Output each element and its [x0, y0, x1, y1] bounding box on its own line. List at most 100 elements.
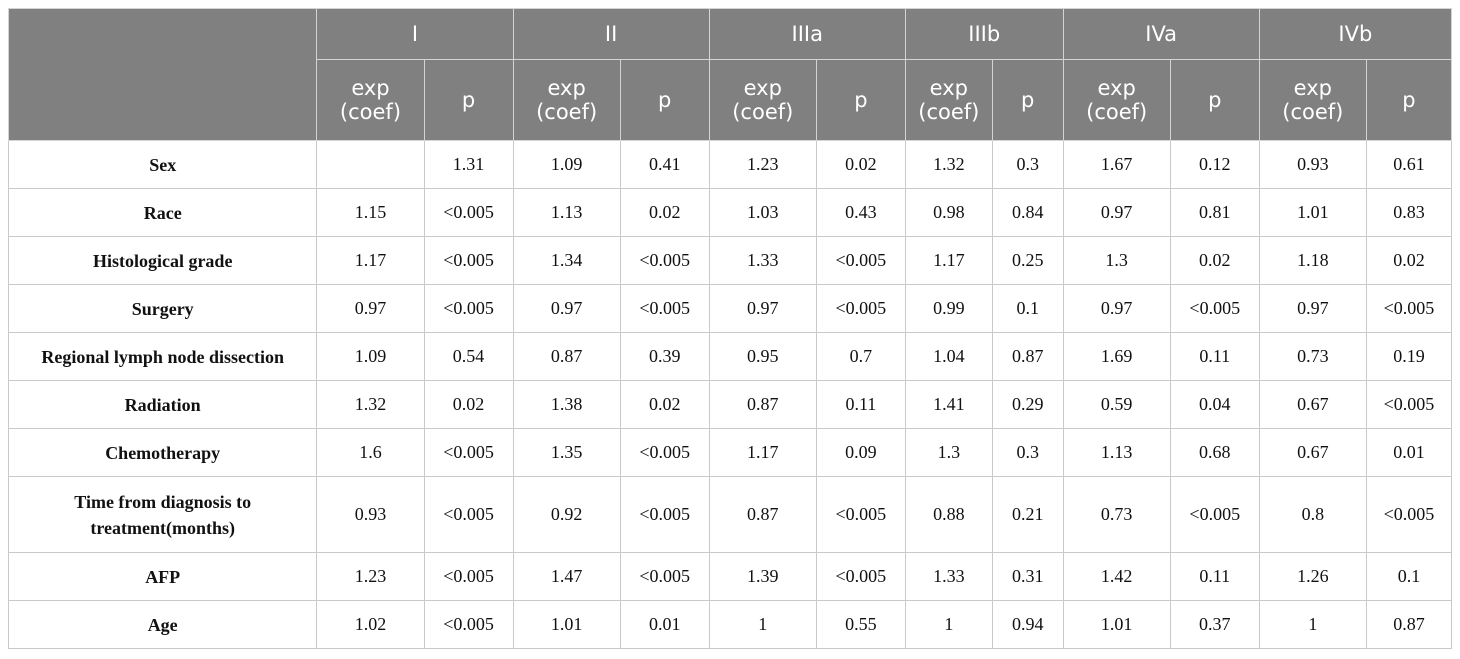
stage-header-row: I II IIIa IIIb IVa IVb — [7, 8, 1453, 141]
row-label: Radiation — [7, 380, 318, 429]
table-row: Regional lymph node dissection 1.09 0.54… — [7, 332, 1453, 381]
coef-label: (coef) — [536, 100, 598, 124]
table-cell: 0.3 — [991, 140, 1064, 189]
table-row: Sex 1.31 1.09 0.41 1.23 0.02 1.32 0.3 1.… — [7, 140, 1453, 189]
row-label: Race — [7, 188, 318, 237]
table-cell: 0.25 — [991, 236, 1064, 285]
table-cell: 0.87 — [512, 332, 621, 381]
table-row: Time from diagnosis to treatment(months) … — [7, 476, 1453, 553]
table-cell: 1.01 — [1062, 600, 1171, 649]
stage-header: I — [316, 8, 514, 60]
table-cell: 0.59 — [1062, 380, 1171, 429]
table-cell: 0.98 — [904, 188, 993, 237]
corner-cell — [7, 8, 318, 141]
table-cell: <0.005 — [1169, 284, 1260, 333]
table-cell — [316, 140, 425, 189]
table-cell: 0.92 — [512, 476, 621, 553]
row-label: Time from diagnosis to treatment(months) — [7, 476, 318, 553]
table-cell: <0.005 — [619, 476, 710, 553]
table-cell: 1.18 — [1258, 236, 1367, 285]
p-header: p — [1169, 59, 1260, 141]
row-label-line: Time from diagnosis to — [74, 491, 252, 512]
exp-label: exp — [929, 76, 968, 100]
table-cell: 0.01 — [1365, 428, 1453, 477]
table-cell: 0.1 — [1365, 552, 1453, 601]
exp-label: exp — [351, 76, 390, 100]
table-row: Radiation 1.32 0.02 1.38 0.02 0.87 0.11 … — [7, 380, 1453, 429]
row-label: Chemotherapy — [7, 428, 318, 477]
table-cell: 1 — [708, 600, 817, 649]
exp-label: exp — [1097, 76, 1136, 100]
table-cell: 0.37 — [1169, 600, 1260, 649]
table-cell: <0.005 — [423, 284, 514, 333]
table-cell: 1.33 — [904, 552, 993, 601]
table-cell: 1.6 — [316, 428, 425, 477]
table-cell: <0.005 — [619, 236, 710, 285]
table-cell: 0.94 — [991, 600, 1064, 649]
table-cell: 1.47 — [512, 552, 621, 601]
coef-label: (coef) — [732, 100, 794, 124]
table-cell: 0.83 — [1365, 188, 1453, 237]
table-cell: <0.005 — [1365, 380, 1453, 429]
table-cell: <0.005 — [423, 236, 514, 285]
table-cell: 0.73 — [1062, 476, 1171, 553]
coef-label: (coef) — [339, 100, 402, 124]
table-cell: 0.21 — [991, 476, 1064, 553]
table-cell: 0.11 — [1169, 332, 1260, 381]
cox-regression-table: I II IIIa IIIb IVa IVb exp (coef) p exp (c… — [7, 8, 1453, 649]
table-cell: 1.01 — [512, 600, 621, 649]
table-cell: <0.005 — [423, 476, 514, 553]
table-cell: 1.26 — [1258, 552, 1367, 601]
table-cell: 1 — [904, 600, 993, 649]
table-cell: 1.33 — [708, 236, 817, 285]
coef-label: (coef) — [918, 100, 980, 124]
exp-coef-header: exp (coef) — [1062, 59, 1171, 141]
table-cell: 0.01 — [619, 600, 710, 649]
p-header: p — [815, 59, 906, 141]
table-cell: 0.7 — [815, 332, 906, 381]
table-cell: 0.55 — [815, 600, 906, 649]
table-cell: 0.97 — [1258, 284, 1367, 333]
table-cell: 0.68 — [1169, 428, 1260, 477]
table-cell: <0.005 — [423, 552, 514, 601]
table-cell: 1.42 — [1062, 552, 1171, 601]
table-row: Age 1.02 <0.005 1.01 0.01 1 0.55 1 0.94 … — [7, 600, 1453, 649]
table-cell: 0.02 — [619, 380, 710, 429]
table-cell: 0.31 — [991, 552, 1064, 601]
table-cell: 1.39 — [708, 552, 817, 601]
table-row: Race 1.15 <0.005 1.13 0.02 1.03 0.43 0.9… — [7, 188, 1453, 237]
exp-label: exp — [1293, 76, 1332, 100]
exp-coef-header: exp (coef) — [904, 59, 993, 141]
table-cell: <0.005 — [815, 476, 906, 553]
table-cell: 1.3 — [904, 428, 993, 477]
table-cell: 0.81 — [1169, 188, 1260, 237]
table-cell: 1.34 — [512, 236, 621, 285]
table-cell: 0.88 — [904, 476, 993, 553]
table-cell: <0.005 — [815, 236, 906, 285]
table-cell: 1.13 — [512, 188, 621, 237]
table-cell: 0.97 — [316, 284, 425, 333]
table-cell: 0.02 — [423, 380, 514, 429]
stage-header: IIIb — [904, 8, 1064, 60]
table-cell: 1.32 — [904, 140, 993, 189]
table-cell: 1.69 — [1062, 332, 1171, 381]
table-cell: 0.95 — [708, 332, 817, 381]
row-label-line: treatment(months) — [90, 517, 236, 538]
p-header: p — [619, 59, 710, 141]
exp-label: exp — [743, 76, 782, 100]
exp-coef-header: exp (coef) — [316, 59, 425, 141]
row-label: Surgery — [7, 284, 318, 333]
table-cell: 0.02 — [815, 140, 906, 189]
table-cell: 0.43 — [815, 188, 906, 237]
row-label: Regional lymph node dissection — [7, 332, 318, 381]
p-header: p — [1365, 59, 1453, 141]
p-header: p — [423, 59, 514, 141]
exp-coef-header: exp (coef) — [512, 59, 621, 141]
table-cell: 1.38 — [512, 380, 621, 429]
exp-label: exp — [547, 76, 586, 100]
p-header: p — [991, 59, 1064, 141]
row-label: Sex — [7, 140, 318, 189]
table-cell: 0.67 — [1258, 380, 1367, 429]
table-cell: 0.29 — [991, 380, 1064, 429]
table-cell: 0.67 — [1258, 428, 1367, 477]
